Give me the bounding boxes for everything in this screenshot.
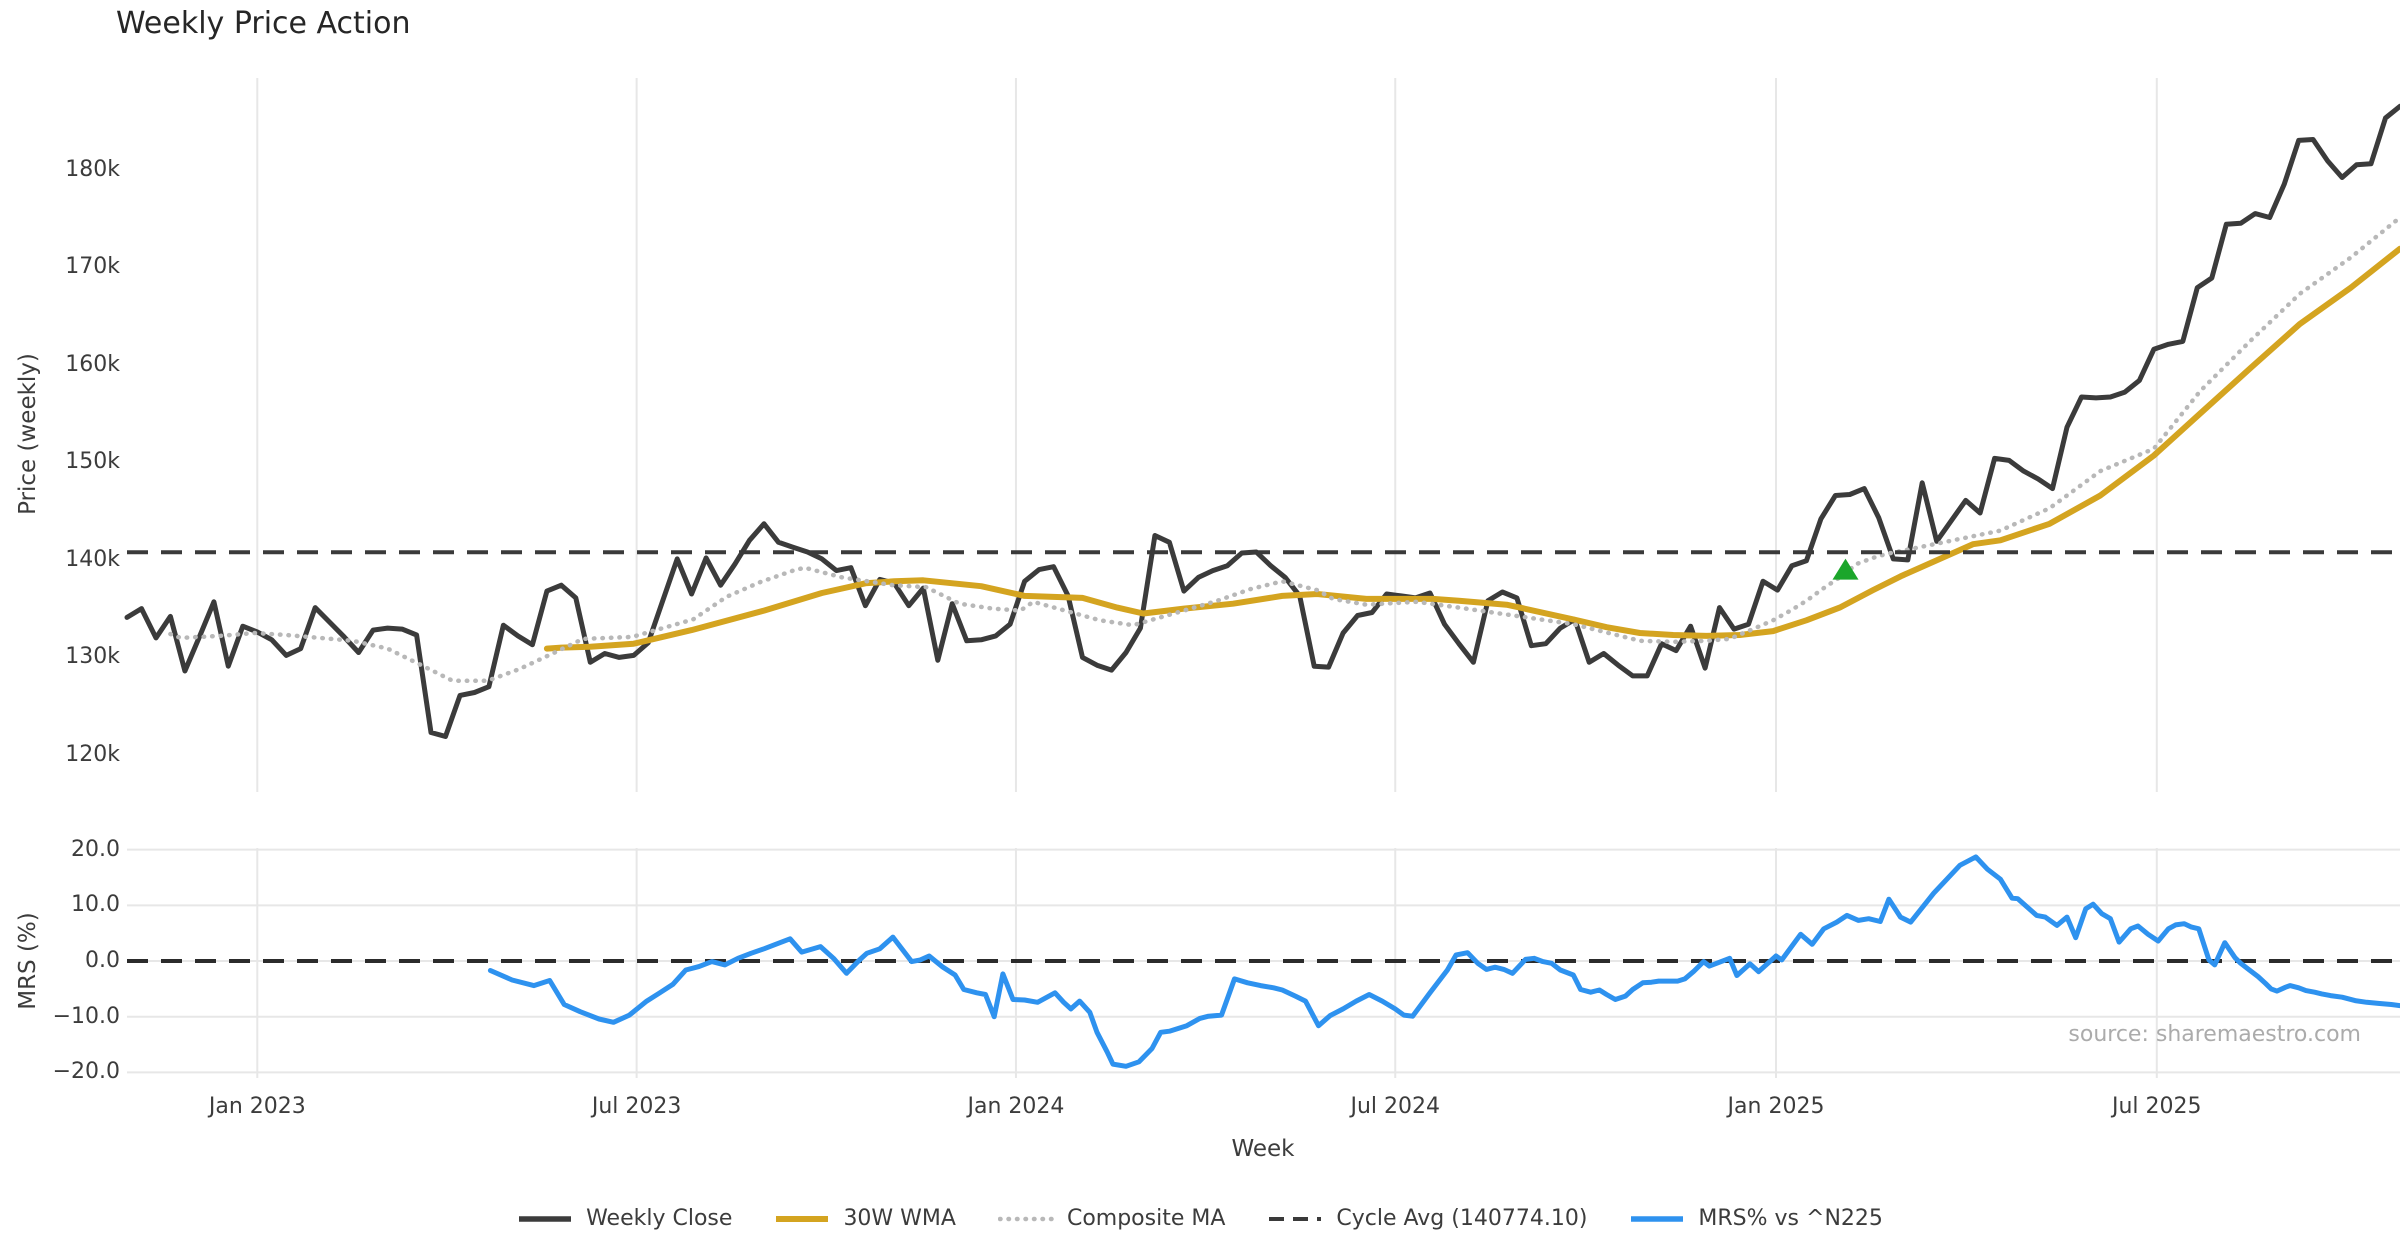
buy-signal-marker <box>1832 558 1859 580</box>
price-tick-label: 160k <box>65 351 120 377</box>
price-tick-label: 150k <box>65 449 120 475</box>
weekly-close-line <box>124 103 2400 739</box>
date-tick-label: Jul 2023 <box>591 1094 682 1119</box>
mrs-tick-label: 0.0 <box>85 948 120 974</box>
legend-swatch-icon <box>1631 1215 1684 1222</box>
price-tick-label: 130k <box>65 644 120 670</box>
date-tick-label: Jan 2023 <box>208 1094 306 1119</box>
mrs-tick-label: 20.0 <box>71 836 120 862</box>
chart-title: Weekly Price Action <box>116 6 411 41</box>
composite-ma-line <box>168 215 2400 684</box>
legend-item: Composite MA <box>997 1206 1226 1231</box>
price-tick-label: 170k <box>65 254 120 280</box>
legend-swatch-icon <box>776 1215 829 1222</box>
mrs-tick-label: 10.0 <box>71 892 120 918</box>
legend-swatch-icon <box>519 1215 572 1222</box>
date-tick-label: Jul 2024 <box>1350 1094 1440 1119</box>
legend-item: MRS% vs ^N225 <box>1629 1206 1883 1231</box>
source-credit: source: sharemaestro.com <box>2068 1022 2361 1047</box>
legend-label: 30W WMA <box>843 1206 956 1231</box>
legend-label: Cycle Avg (140774.10) <box>1336 1206 1588 1231</box>
price-tick-label: 120k <box>65 741 120 767</box>
date-tick-label: Jan 2024 <box>967 1094 1065 1119</box>
legend-label: Weekly Close <box>586 1206 733 1231</box>
legend-item: Weekly Close <box>517 1206 732 1231</box>
legend-label: MRS% vs ^N225 <box>1698 1206 1883 1231</box>
price-tick-label: 180k <box>65 156 120 182</box>
legend-swatch-icon <box>1269 1216 1322 1221</box>
mrs-tick-label: −10.0 <box>52 1003 120 1029</box>
price-axis-label: Price (weekly) <box>15 353 41 515</box>
30w-wma-line <box>543 245 2400 652</box>
mrs-tick-label: −20.0 <box>52 1059 120 1085</box>
legend-item: 30W WMA <box>774 1206 956 1231</box>
legend-label: Composite MA <box>1066 1206 1226 1231</box>
legend: Weekly Close 30W WMA Composite MA Cycle Avg… <box>0 1206 2400 1231</box>
mrs-vs-n225-line <box>487 854 2400 1069</box>
legend-swatch-icon <box>997 1216 1054 1221</box>
legend-item: Cycle Avg (140774.10) <box>1267 1206 1587 1231</box>
date-tick-label: Jul 2025 <box>2112 1094 2202 1119</box>
date-tick-label: Jan 2025 <box>1727 1094 1825 1119</box>
x-axis-label: Week <box>1231 1136 1295 1162</box>
price-tick-label: 140k <box>65 546 120 572</box>
